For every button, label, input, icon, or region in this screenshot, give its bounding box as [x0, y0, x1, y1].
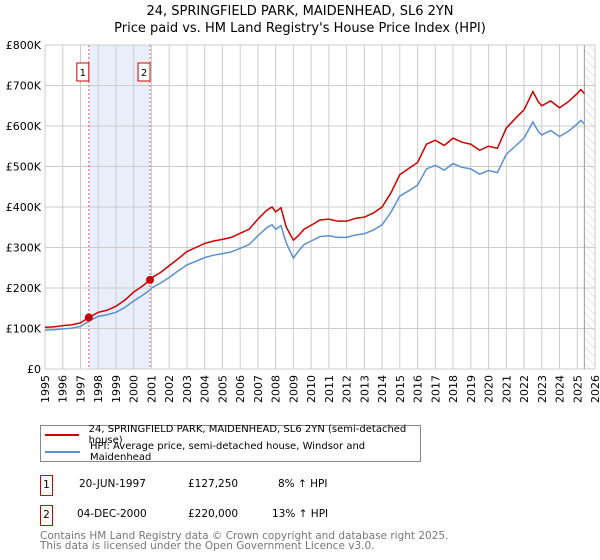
y-tick-label: £300K [6, 242, 42, 255]
transaction-price: £220,000 [188, 508, 239, 520]
title: 24, SPRINGFIELD PARK, MAIDENHEAD, SL6 2Y… [146, 4, 454, 19]
property-price-line [44, 88, 585, 329]
legend-item-property: 24, SPRINGFIELD PARK, MAIDENHEAD, SL6 2Y… [45, 424, 420, 446]
y-tick-label: £100K [6, 323, 42, 336]
legend-label: 24, SPRINGFIELD PARK, MAIDENHEAD, SL6 2Y… [88, 424, 407, 446]
marker-label: 1 [80, 68, 86, 79]
y-tick-label: £700K [6, 80, 42, 93]
transaction-number: 1 [40, 475, 53, 496]
transaction-hpi: 13% ↑ HPI [272, 508, 329, 520]
transaction-price: £127,250 [188, 478, 239, 490]
transaction-row: 2 04-DEC-2000 £220,000 13% ↑ HPI [40, 505, 460, 526]
x-tick-label: 2018 [447, 375, 460, 403]
price-chart: 1995 1996 1997 1998 1999 2000 2001 2002 2003 2004… [6, 39, 600, 403]
x-tick-label: 2013 [358, 375, 371, 403]
subtitle: Price paid vs. HM Land Registry's House … [114, 21, 486, 36]
x-tick-label: 2011 [323, 375, 336, 403]
x-tick-label: 2015 [394, 375, 407, 403]
x-tick-label: 2009 [287, 375, 300, 403]
footer-line: Contains HM Land Registry data © Crown c… [40, 530, 449, 542]
marker-box [137, 62, 151, 82]
marker-label: 2 [141, 68, 147, 79]
x-tick-label: 2007 [252, 375, 265, 403]
blue-line-swatch [45, 451, 80, 453]
hpi-line [44, 119, 585, 331]
x-tick-label: 2017 [429, 375, 442, 403]
footer: Contains HM Land Registry data © Crown c… [40, 530, 449, 552]
x-tick-label: 2022 [518, 375, 531, 403]
sale-point [84, 313, 93, 322]
x-tick-label: 2014 [376, 375, 389, 403]
x-tick-label: 2000 [128, 375, 141, 403]
chart-title: 24, SPRINGFIELD PARK, MAIDENHEAD, SL6 2Y… [0, 3, 600, 37]
transaction-number: 2 [40, 505, 53, 526]
y-tick-label: £500K [6, 161, 42, 174]
x-tick-label: 2004 [199, 375, 212, 403]
x-tick-label: 2010 [305, 375, 318, 403]
transaction-hpi: 8% ↑ HPI [278, 478, 328, 490]
x-tick-label: 1998 [92, 375, 105, 403]
y-tick-label: £600K [6, 120, 42, 133]
x-tick-label: 1996 [57, 375, 70, 403]
x-tick-label: 2020 [483, 375, 496, 403]
sale-point [146, 275, 155, 284]
marker-box [76, 62, 90, 82]
x-tick-label: 1997 [74, 375, 87, 403]
x-tick-label: 2008 [270, 375, 283, 403]
red-line-swatch [45, 434, 79, 436]
x-tick-label: 2019 [465, 375, 478, 403]
transaction-date: 04-DEC-2000 [77, 508, 147, 520]
transaction-date: 20-JUN-1997 [79, 478, 146, 490]
footer-line: This data is licensed under the Open Gov… [40, 540, 375, 552]
y-tick-label: £0 [27, 363, 41, 376]
x-tick-label: 2006 [234, 375, 247, 403]
x-tick-label: 1999 [110, 375, 123, 403]
x-tick-label: 2021 [500, 375, 513, 403]
x-tick-label: 2003 [181, 375, 194, 403]
legend-item-hpi: HPI: Average price, semi-detached house,… [45, 441, 420, 463]
x-tick-label: 2001 [145, 375, 158, 403]
x-tick-label: 2016 [412, 375, 425, 403]
x-tick-label: 2025 [571, 375, 584, 403]
x-tick-label: 2012 [341, 375, 354, 403]
x-tick-label: 2023 [536, 375, 549, 403]
x-tick-label: 2002 [163, 375, 176, 403]
y-tick-label: £200K [6, 282, 42, 295]
transaction-row: 1 20-JUN-1997 £127,250 8% ↑ HPI [40, 475, 460, 496]
legend-label: HPI: Average price, semi-detached house,… [89, 441, 366, 463]
x-tick-label: 1995 [39, 375, 52, 403]
legend: 24, SPRINGFIELD PARK, MAIDENHEAD, SL6 2Y… [40, 424, 421, 463]
x-tick-label: 2005 [216, 375, 229, 403]
x-tick-label: 2024 [554, 375, 567, 403]
y-tick-label: £400K [6, 201, 42, 214]
x-tick-label: 2026 [589, 375, 600, 403]
y-tick-label: £800K [6, 39, 42, 52]
